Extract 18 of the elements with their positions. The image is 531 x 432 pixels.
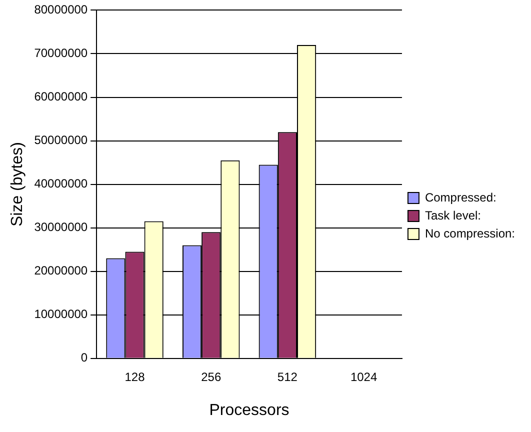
x-tick-label: 256 [201,370,222,384]
legend-label: No compression: [424,226,516,240]
legend-label: Task level: [424,208,481,222]
y-tick-label: 80000000 [34,2,88,17]
x-tick-label: 512 [277,370,298,384]
y-tick-label: 10000000 [34,307,88,322]
y-tick-label: 60000000 [34,90,88,104]
x-tick-label: 128 [124,370,146,384]
x-axis-title: Processors [209,402,290,419]
y-tick-label: 50000000 [34,133,88,148]
y-axis-title: Size (bytes) [9,142,26,227]
y-tick-label: 20000000 [34,264,88,278]
y-tick-label: 30000000 [34,220,88,234]
y-tick-label: 70000000 [34,46,88,60]
y-tick-label: 40000000 [34,176,88,191]
y-tick-label: 0 [80,350,88,365]
legend-label: Compressed: [424,190,496,204]
x-tick-label: 1024 [350,370,378,384]
